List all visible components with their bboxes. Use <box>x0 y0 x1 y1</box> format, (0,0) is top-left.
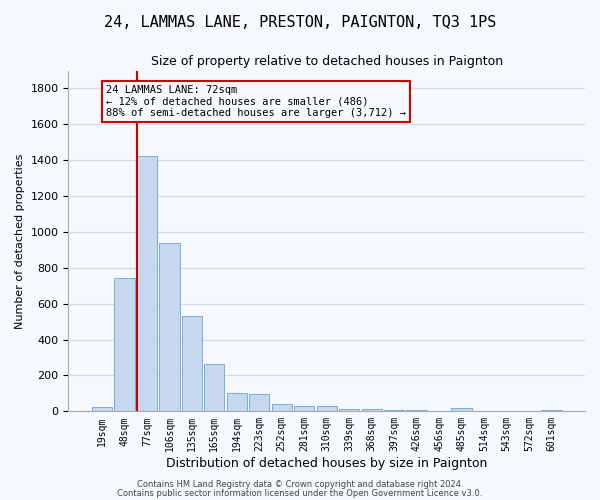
Text: Contains public sector information licensed under the Open Government Licence v3: Contains public sector information licen… <box>118 488 482 498</box>
Bar <box>339 408 359 412</box>
Bar <box>429 411 449 412</box>
Bar <box>272 404 292 411</box>
X-axis label: Distribution of detached houses by size in Paignton: Distribution of detached houses by size … <box>166 457 487 470</box>
Text: 24, LAMMAS LANE, PRESTON, PAIGNTON, TQ3 1PS: 24, LAMMAS LANE, PRESTON, PAIGNTON, TQ3 … <box>104 15 496 30</box>
Bar <box>182 316 202 412</box>
Text: Contains HM Land Registry data © Crown copyright and database right 2024.: Contains HM Land Registry data © Crown c… <box>137 480 463 489</box>
Bar <box>115 278 134 411</box>
Bar <box>227 392 247 411</box>
Y-axis label: Number of detached properties: Number of detached properties <box>15 154 25 328</box>
Bar <box>204 364 224 412</box>
Title: Size of property relative to detached houses in Paignton: Size of property relative to detached ho… <box>151 55 503 68</box>
Bar <box>541 410 562 412</box>
Bar <box>159 242 179 412</box>
Bar <box>362 408 382 412</box>
Bar <box>451 408 472 412</box>
Bar <box>137 156 157 411</box>
Bar <box>384 410 404 412</box>
Bar <box>92 407 112 412</box>
Bar <box>317 406 337 412</box>
Bar <box>406 410 427 412</box>
Bar <box>249 394 269 411</box>
Bar <box>294 406 314 411</box>
Text: 24 LAMMAS LANE: 72sqm
← 12% of detached houses are smaller (486)
88% of semi-det: 24 LAMMAS LANE: 72sqm ← 12% of detached … <box>106 85 406 118</box>
